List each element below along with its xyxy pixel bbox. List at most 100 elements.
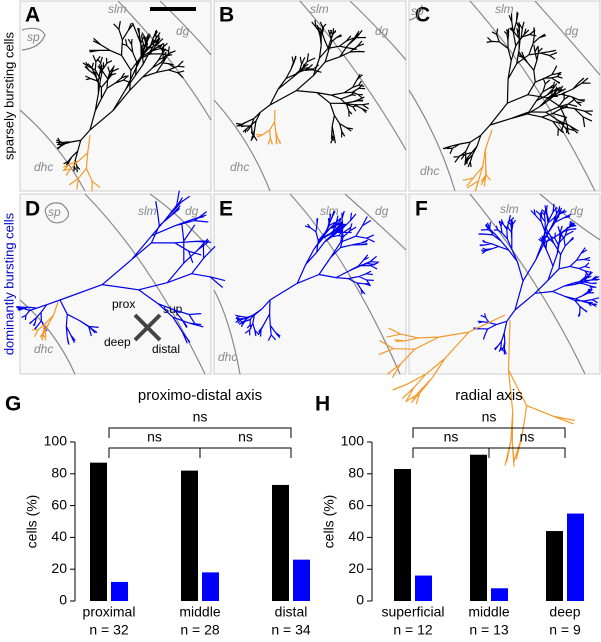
region-label: sp [411, 4, 424, 18]
significance-bracket [199, 447, 292, 458]
region-label: dhc [230, 160, 249, 174]
panel-label: E [219, 198, 233, 221]
y-tick-label: 100 [341, 433, 365, 449]
region-label: dg [185, 204, 199, 218]
neuron-branch [59, 190, 226, 344]
panel-frame [213, 0, 407, 192]
neuron-branch [489, 77, 579, 136]
orientation-arrows [133, 313, 162, 342]
x-tick-note: n = 9 [549, 622, 581, 638]
neuron-branch [59, 299, 99, 345]
row-label: dominantly bursting cells [1, 212, 16, 355]
y-tick-label: 20 [348, 560, 364, 576]
significance-label: ns [147, 429, 162, 445]
layer-boundary [19, 0, 212, 192]
region-label: slm [500, 202, 519, 216]
bar [272, 484, 289, 601]
panel-label: D [25, 198, 40, 221]
significance-bracket [108, 447, 201, 458]
x-tick-note: n = 32 [89, 622, 129, 638]
significance-bracket [488, 447, 566, 458]
arrow [133, 313, 162, 342]
layer-boundary [19, 193, 212, 375]
region-label: dhc [34, 342, 53, 356]
significance-label: ns [444, 429, 459, 445]
panel-label: B [219, 4, 234, 27]
neuron-branch [378, 314, 506, 405]
region-label: dg [375, 24, 389, 38]
region-label: dg [176, 24, 190, 38]
x-tick-note: n = 13 [469, 622, 509, 638]
bar [415, 575, 432, 601]
neuron-branch [255, 109, 282, 145]
x-tick-label: middle [179, 604, 220, 620]
neuron-branch [235, 104, 271, 142]
layer-boundary [213, 0, 407, 192]
y-tick-label: 60 [348, 496, 364, 512]
bar [293, 559, 310, 601]
neuron-branch [269, 210, 380, 301]
neuron-branch [235, 299, 271, 337]
layer-boundary [469, 193, 601, 375]
panel-label: H [315, 393, 330, 416]
bar [546, 531, 563, 601]
region-label: slm [108, 2, 127, 16]
significance-label: ns [482, 409, 497, 425]
panel-frame [213, 193, 407, 375]
x-tick-note: n = 12 [393, 622, 433, 638]
y-axis-label: cells (%) [321, 495, 337, 549]
y-tick-label: 60 [51, 496, 67, 512]
bar [90, 462, 107, 601]
panel-label: G [5, 393, 21, 416]
y-tick-label: 40 [348, 528, 364, 544]
region-label: dhc [218, 350, 237, 364]
neuron-branch [257, 299, 281, 341]
neuron-branch [269, 53, 322, 106]
x-tick-note: n = 28 [180, 622, 220, 638]
y-tick-label: 20 [51, 560, 67, 576]
y-tick-label: 100 [44, 433, 68, 449]
bar [181, 470, 198, 601]
y-axis-label: cells (%) [24, 495, 40, 549]
axis-label: prox [112, 297, 135, 311]
region-label: dhc [34, 160, 53, 174]
significance-bracket [108, 427, 292, 438]
axis-label: deep [104, 335, 131, 349]
neuron-branch [486, 11, 593, 134]
region-label: slm [138, 204, 157, 218]
x-tick-label: deep [549, 604, 580, 620]
x-tick-label: proximal [83, 604, 136, 620]
x-tick-note: n = 34 [271, 622, 311, 638]
x-tick-label: middle [468, 604, 509, 620]
panel-label: C [415, 4, 430, 27]
region-label: dg [375, 204, 389, 218]
neuron-branch [31, 301, 59, 341]
neuron-branch [89, 21, 185, 131]
x-tick-label: distal [275, 604, 308, 620]
panel-frame [19, 0, 212, 192]
region-label: dg [565, 24, 579, 38]
y-tick-label: 80 [51, 465, 67, 481]
y-tick-label: 0 [356, 592, 364, 608]
panel-label: F [415, 198, 428, 221]
significance-label: ns [238, 429, 253, 445]
chart-title: proximo-distal axis [138, 387, 262, 404]
neuron-branch [462, 129, 493, 192]
bar [491, 588, 508, 601]
bar [567, 513, 584, 601]
neuron-branch [442, 124, 491, 168]
significance-label: ns [193, 409, 208, 425]
axis-label: distal [152, 342, 180, 356]
region-label: slm [495, 2, 514, 16]
significance-label: ns [520, 429, 535, 445]
neuron-branch [62, 134, 101, 192]
panel-label: A [25, 4, 40, 27]
y-tick-label: 40 [51, 528, 67, 544]
x-tick-label: superficial [381, 604, 444, 620]
region-label: sp [27, 30, 40, 44]
region-label: dhc [420, 164, 439, 178]
neuron-branch [82, 54, 131, 131]
region-label: sp [48, 205, 61, 219]
bar [394, 469, 411, 601]
